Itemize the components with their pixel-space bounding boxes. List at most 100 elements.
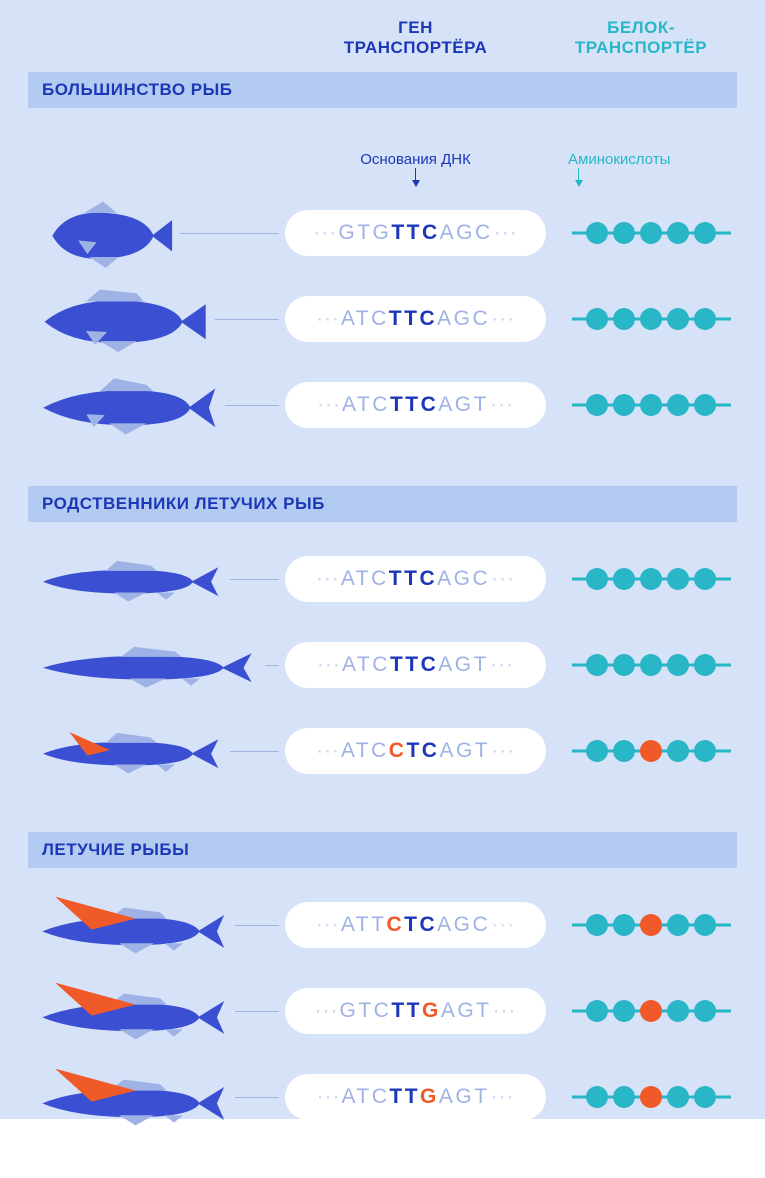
amino-acid-bead (694, 740, 716, 762)
protein-chain (584, 394, 719, 416)
amino-acid-bead (694, 308, 716, 330)
amino-acid-bead (640, 568, 662, 590)
fish-icon (28, 198, 178, 268)
amino-acid-bead (586, 740, 608, 762)
amino-acid-bead (640, 394, 662, 416)
section-gap (0, 1140, 765, 1178)
gene-sequence-pill: ··· ATCCTCAGT ··· (285, 728, 546, 774)
section-title: ЛЕТУЧИЕ РЫБЫ (28, 832, 737, 868)
annotation-dna-bases: Основания ДНК (285, 151, 546, 168)
amino-acid-bead (613, 654, 635, 676)
section-title: РОДСТВЕННИКИ ЛЕТУЧИХ РЫБ (28, 486, 737, 522)
protein-chain-cell (546, 1086, 736, 1108)
fish-cell (28, 637, 285, 693)
section-title: БОЛЬШИНСТВО РЫБ (28, 72, 737, 108)
connector-line (180, 233, 279, 234)
amino-acid-bead (586, 654, 608, 676)
fish-cell (28, 723, 285, 779)
amino-acid-bead (613, 1000, 635, 1022)
protein-chain (584, 1000, 719, 1022)
fish-row: ··· ATCCTCAGT ··· (0, 708, 765, 794)
amino-acid-bead (667, 308, 689, 330)
amino-acid-bead (667, 222, 689, 244)
fish-cell (28, 893, 285, 957)
amino-acid-bead (586, 222, 608, 244)
amino-acid-bead (694, 568, 716, 590)
fish-cell (28, 551, 285, 607)
amino-acid-bead (694, 1086, 716, 1108)
fish-row: ··· ATCTTCAGT ··· (0, 622, 765, 708)
fish-icon (28, 370, 223, 440)
amino-acid-bead (640, 1086, 662, 1108)
fish-row: ··· ATCTTCAGT ··· (0, 362, 765, 448)
connector-line (230, 751, 279, 752)
amino-acid-bead (667, 394, 689, 416)
fish-cell (28, 1065, 285, 1129)
protein-chain (584, 568, 719, 590)
amino-acid-bead (613, 1086, 635, 1108)
amino-acid-bead (667, 654, 689, 676)
amino-acid-bead (613, 740, 635, 762)
fish-icon (28, 979, 233, 1043)
amino-acid-bead (694, 1000, 716, 1022)
gene-sequence-pill: ··· ATTCTCAGC ··· (285, 902, 546, 948)
gene-sequence-pill: ··· ATCTTCAGT ··· (285, 642, 546, 688)
fish-cell (28, 979, 285, 1043)
fish-icon (28, 1065, 233, 1129)
protein-chain (584, 654, 719, 676)
header-protein-line2: ТРАНСПОРТЁР (546, 38, 736, 58)
amino-acid-bead (694, 654, 716, 676)
amino-acid-bead (613, 914, 635, 936)
gene-sequence-pill: ··· GTCTTGAGT ··· (285, 988, 546, 1034)
annotation-arrows (0, 168, 765, 190)
amino-acid-bead (613, 568, 635, 590)
protein-chain (584, 740, 719, 762)
sections-container: БОЛЬШИНСТВО РЫБ Основания ДНК Аминокисло… (0, 72, 765, 1178)
amino-acid-bead (613, 308, 635, 330)
fish-icon (28, 551, 228, 607)
header-gene-line1: ГЕН (285, 18, 546, 38)
amino-acid-bead (667, 1000, 689, 1022)
amino-acid-bead (640, 914, 662, 936)
annotation-amino-acids: Аминокислоты (546, 151, 736, 168)
amino-acid-bead (640, 308, 662, 330)
amino-acid-bead (694, 914, 716, 936)
protein-chain (584, 914, 719, 936)
gene-sequence-pill: ··· ATCTTCAGC ··· (285, 296, 546, 342)
amino-acid-bead (586, 568, 608, 590)
connector-line (235, 1097, 279, 1098)
protein-chain (584, 222, 719, 244)
header-protein: БЕЛОК- ТРАНСПОРТЁР (546, 18, 736, 58)
amino-acid-bead (667, 568, 689, 590)
column-headers: ГЕН ТРАНСПОРТЁРА БЕЛОК- ТРАНСПОРТЁР (0, 18, 765, 72)
amino-acid-bead (613, 394, 635, 416)
fish-row: ··· GTGTTCAGC ··· (0, 190, 765, 276)
amino-acid-bead (586, 394, 608, 416)
fish-row: ··· ATCTTGAGT ··· (0, 1054, 765, 1140)
section-gap (0, 448, 765, 486)
fish-row: ··· ATTCTCAGC ··· (0, 882, 765, 968)
fish-row: ··· GTCTTGAGT ··· (0, 968, 765, 1054)
protein-chain-cell (546, 654, 736, 676)
amino-acid-bead (667, 1086, 689, 1108)
amino-acid-bead (640, 1000, 662, 1022)
protein-chain-cell (546, 740, 736, 762)
amino-acid-bead (667, 914, 689, 936)
connector-line (235, 1011, 279, 1012)
amino-acid-bead (586, 914, 608, 936)
fish-cell (28, 284, 285, 354)
protein-chain (584, 308, 719, 330)
amino-acid-bead (586, 308, 608, 330)
header-gene: ГЕН ТРАНСПОРТЁРА (285, 18, 546, 58)
section-gap (0, 794, 765, 832)
connector-line (215, 319, 279, 320)
fish-row: ··· ATCTTCAGC ··· (0, 276, 765, 362)
fish-icon (28, 723, 228, 779)
protein-chain-cell (546, 914, 736, 936)
protein-chain-cell (546, 308, 736, 330)
gene-sequence-pill: ··· ATCTTCAGT ··· (285, 382, 546, 428)
amino-acid-bead (694, 394, 716, 416)
fish-cell (28, 370, 285, 440)
connector-line (235, 925, 279, 926)
amino-acid-bead (640, 222, 662, 244)
